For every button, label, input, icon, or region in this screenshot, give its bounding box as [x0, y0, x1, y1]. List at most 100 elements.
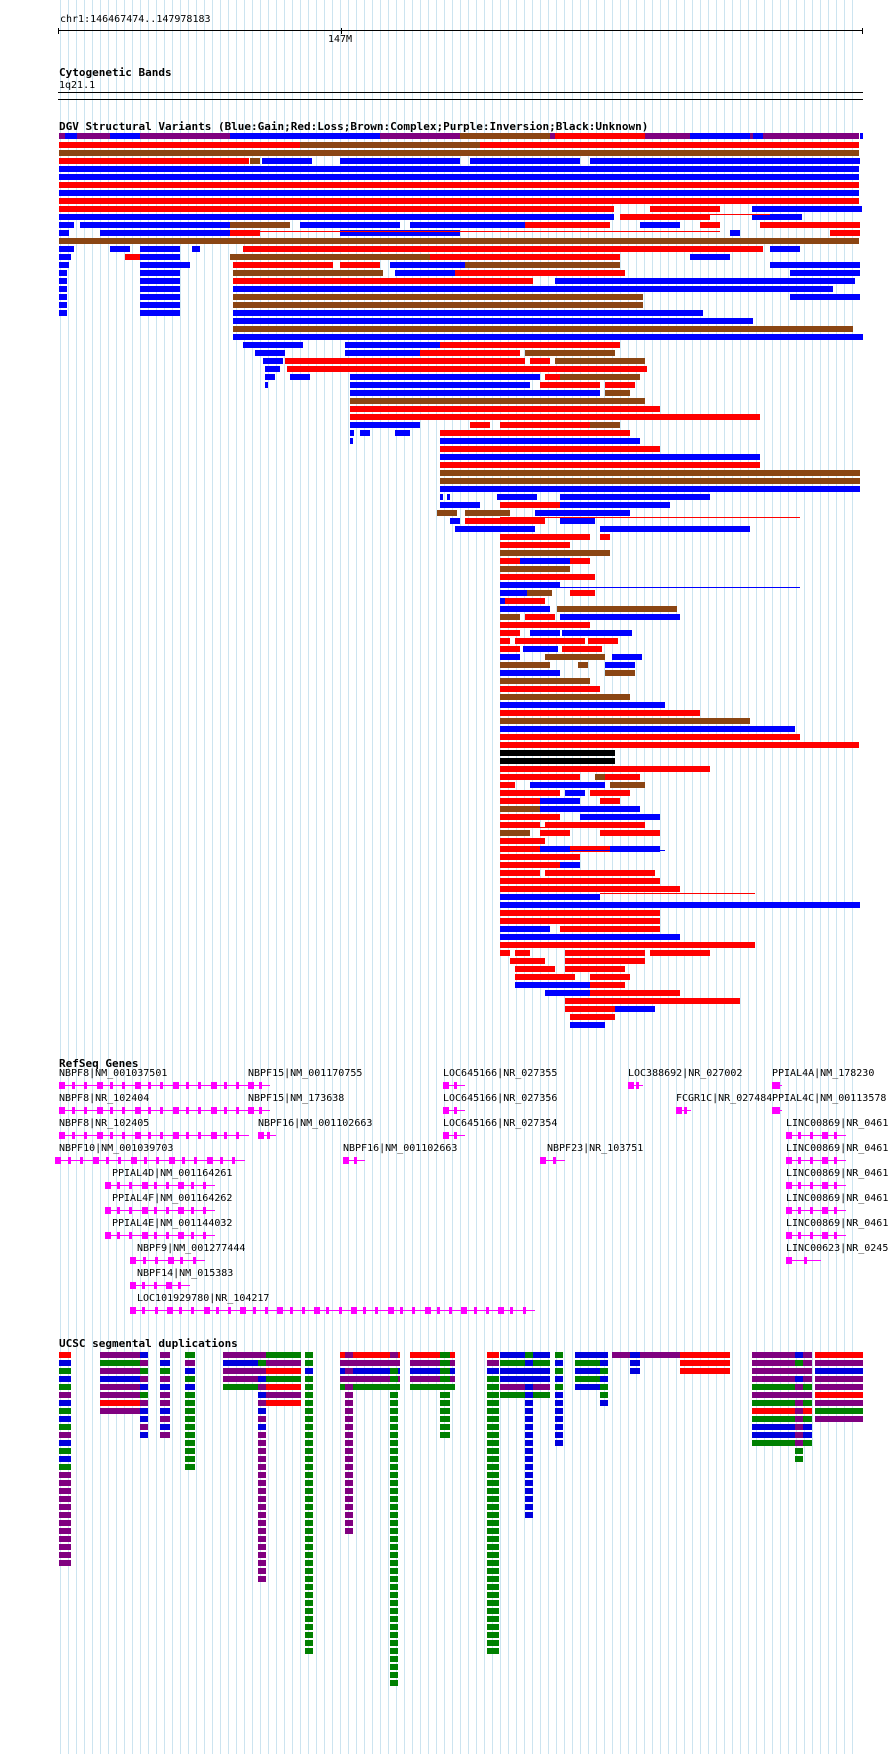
segdup-block[interactable] [795, 1408, 803, 1414]
segdup-block[interactable] [680, 1352, 730, 1358]
segdup-block[interactable] [795, 1384, 803, 1390]
gene-exon[interactable] [117, 1207, 120, 1214]
dgv-variant-bar[interactable] [505, 598, 545, 604]
gene-exon[interactable] [142, 1182, 148, 1189]
gene-exon[interactable] [122, 1082, 125, 1089]
segdup-block[interactable] [305, 1456, 313, 1462]
segdup-block[interactable] [140, 1400, 148, 1406]
dgv-track-title[interactable]: DGV Structural Variants (Blue:Gain;Red:L… [59, 120, 649, 133]
segdup-block[interactable] [59, 1400, 71, 1406]
segdup-block[interactable] [525, 1400, 533, 1406]
gene-exon[interactable] [173, 1082, 179, 1089]
dgv-variant-bar[interactable] [59, 150, 859, 156]
dgv-variant-bar[interactable] [140, 278, 180, 284]
dgv-variant-bar[interactable] [557, 606, 677, 612]
segdup-block[interactable] [440, 1360, 450, 1366]
dgv-variant-bar[interactable] [500, 686, 600, 692]
dgv-variant-bar[interactable] [500, 910, 660, 916]
segdup-block[interactable] [185, 1448, 195, 1454]
gene-exon[interactable] [110, 1132, 113, 1139]
gene-exon[interactable] [191, 1232, 194, 1239]
gene-exon[interactable] [97, 1082, 103, 1089]
segdup-block[interactable] [305, 1464, 313, 1470]
segdup-block[interactable] [305, 1528, 313, 1534]
dgv-variant-bar[interactable] [575, 574, 595, 580]
segdup-block[interactable] [390, 1496, 398, 1502]
segdup-block[interactable] [575, 1384, 605, 1390]
dgv-variant-bar[interactable] [560, 374, 640, 380]
segdup-block[interactable] [258, 1536, 266, 1542]
segdup-block[interactable] [160, 1432, 170, 1438]
dgv-variant-bar[interactable] [59, 262, 69, 268]
segdup-block[interactable] [258, 1384, 266, 1390]
dgv-variant-bar[interactable] [565, 1006, 615, 1012]
segdup-block[interactable] [160, 1360, 170, 1366]
dgv-variant-bar[interactable] [500, 798, 560, 804]
segdup-block[interactable] [59, 1520, 71, 1526]
gene-exon[interactable] [628, 1082, 634, 1089]
gene-exon[interactable] [203, 1207, 206, 1214]
segdup-block[interactable] [59, 1424, 71, 1430]
dgv-variant-bar[interactable] [350, 422, 420, 428]
gene-exon[interactable] [786, 1132, 792, 1139]
gene-exon[interactable] [59, 1107, 65, 1114]
segdup-block[interactable] [185, 1352, 195, 1358]
segdup-block[interactable] [815, 1416, 863, 1422]
segdup-block[interactable] [555, 1432, 563, 1438]
gene-exon[interactable] [822, 1157, 828, 1164]
segdup-block[interactable] [258, 1448, 266, 1454]
segdup-block[interactable] [305, 1368, 313, 1374]
segdup-block[interactable] [100, 1384, 140, 1390]
segdup-block[interactable] [305, 1400, 313, 1406]
segdup-block[interactable] [575, 1360, 605, 1366]
dgv-variant-bar[interactable] [420, 350, 520, 356]
segdup-block[interactable] [345, 1488, 353, 1494]
dgv-variant-bar[interactable] [285, 358, 525, 364]
dgv-variant-bar[interactable] [500, 886, 680, 892]
segdup-block[interactable] [258, 1376, 266, 1382]
gene-exon[interactable] [523, 1307, 526, 1314]
segdup-block[interactable] [185, 1424, 195, 1430]
segdup-block[interactable] [305, 1568, 313, 1574]
segdup-block[interactable] [487, 1552, 499, 1558]
dgv-variant-bar[interactable] [590, 990, 680, 996]
gene-exon[interactable] [277, 1307, 283, 1314]
segdup-block[interactable] [305, 1424, 313, 1430]
dgv-variant-bar[interactable] [230, 222, 290, 228]
dgv-variant-bar[interactable] [390, 262, 510, 268]
segdup-block[interactable] [305, 1640, 313, 1646]
segdup-block[interactable] [795, 1400, 803, 1406]
gene-exon[interactable] [636, 1082, 639, 1089]
gene-exon[interactable] [224, 1132, 227, 1139]
dgv-variant-bar[interactable] [59, 174, 859, 180]
dgv-variant-bar[interactable] [500, 582, 560, 588]
segdup-block[interactable] [390, 1528, 398, 1534]
gene-exon[interactable] [122, 1107, 125, 1114]
segdup-block[interactable] [345, 1408, 353, 1414]
dgv-variant-bar[interactable] [620, 214, 710, 220]
segdup-block[interactable] [305, 1480, 313, 1486]
segdup-block[interactable] [440, 1384, 450, 1390]
segdup-block[interactable] [345, 1472, 353, 1478]
gene-exon[interactable] [166, 1282, 172, 1289]
gene-exon[interactable] [388, 1307, 394, 1314]
dgv-variant-bar[interactable] [540, 806, 640, 812]
dgv-variant-bar[interactable] [440, 502, 480, 508]
gene-exon[interactable] [180, 1257, 183, 1264]
segdup-block[interactable] [345, 1384, 353, 1390]
segdup-block[interactable] [390, 1488, 398, 1494]
dgv-variant-bar[interactable] [525, 222, 610, 228]
dgv-variant-bar[interactable] [140, 246, 180, 252]
segdup-block[interactable] [390, 1360, 398, 1366]
dgv-variant-bar[interactable] [340, 262, 380, 268]
segdup-block[interactable] [555, 1408, 563, 1414]
segdup-block[interactable] [59, 1472, 71, 1478]
dgv-variant-bar[interactable] [233, 270, 383, 276]
segdup-block[interactable] [258, 1504, 266, 1510]
gene-exon[interactable] [55, 1157, 61, 1164]
segdup-block[interactable] [390, 1640, 398, 1646]
dgv-variant-bar[interactable] [500, 598, 506, 604]
gene-exon[interactable] [363, 1307, 366, 1314]
dgv-variant-bar[interactable] [59, 230, 69, 236]
